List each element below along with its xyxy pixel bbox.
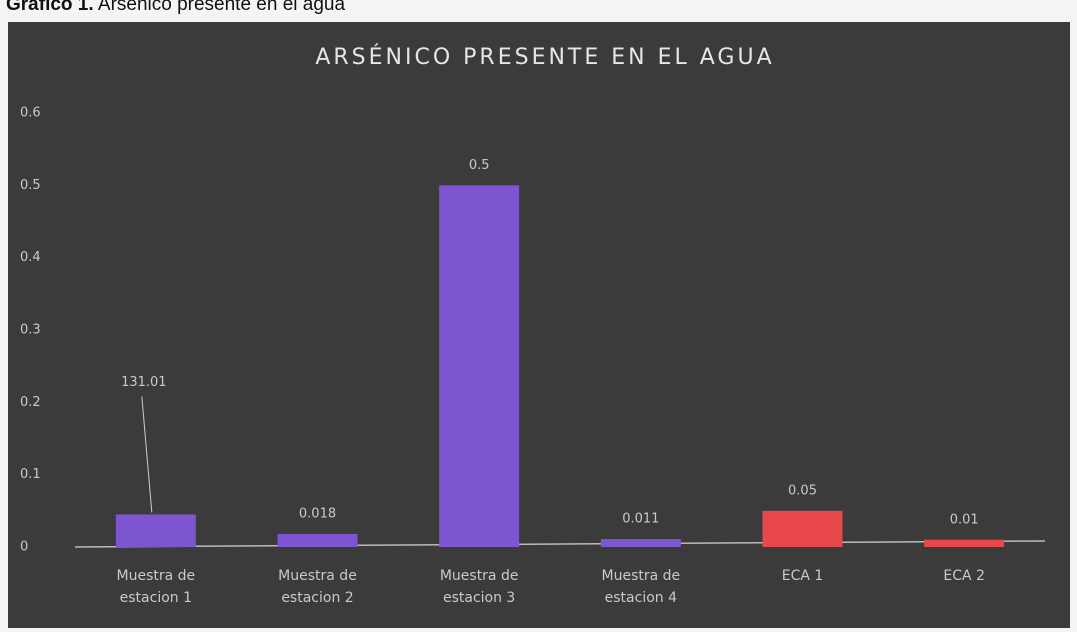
y-tick-label: 0 bbox=[20, 540, 28, 555]
y-tick-label: 0.1 bbox=[20, 467, 41, 482]
x-axis bbox=[74, 540, 1046, 548]
bar bbox=[762, 510, 843, 547]
value-label: 0.01 bbox=[950, 512, 979, 527]
bar bbox=[924, 539, 1005, 547]
chart-title: ARSÉNICO PRESENTE EN EL AGUA bbox=[315, 44, 774, 70]
caption: Gráfico 1. Arsénico presente en el agua bbox=[6, 0, 345, 16]
value-label: 0.5 bbox=[469, 158, 490, 173]
caption-label: Gráfico 1. bbox=[6, 0, 94, 15]
bar bbox=[277, 533, 358, 547]
x-tick-label: ECA 2 bbox=[943, 568, 985, 584]
y-tick-label: 0.6 bbox=[20, 106, 41, 121]
bar bbox=[115, 514, 196, 547]
caption-text: Arsénico presente en el agua bbox=[97, 0, 346, 15]
x-tick-label: ECA 1 bbox=[781, 568, 824, 584]
x-tick-label: Muestra de estacion 3 bbox=[439, 568, 519, 606]
x-tick-label: Muestra de estacion 2 bbox=[278, 568, 357, 606]
x-tick-label: Muestra de estacion 4 bbox=[601, 568, 681, 606]
y-tick-label: 0.4 bbox=[20, 250, 41, 265]
leader-line bbox=[141, 396, 153, 513]
y-tick-label: 0.2 bbox=[20, 395, 41, 410]
value-label: 0.05 bbox=[788, 483, 817, 498]
chart: ARSÉNICO PRESENTE EN EL AGUA 0 0.1 0.2 0.3 0… bbox=[8, 22, 1070, 628]
bar bbox=[600, 539, 681, 547]
value-label: 0.011 bbox=[622, 512, 659, 527]
chart-svg: ARSÉNICO PRESENTE EN EL AGUA 0 0.1 0.2 0.3 0… bbox=[20, 44, 1046, 555]
annotation: 131.01 bbox=[121, 375, 167, 390]
x-tick-label: Muestra de estacion 1 bbox=[116, 568, 196, 606]
bar bbox=[439, 185, 520, 548]
y-tick-label: 0.3 bbox=[20, 323, 41, 338]
y-tick-label: 0.5 bbox=[20, 178, 41, 193]
value-label: 0.018 bbox=[299, 506, 336, 521]
